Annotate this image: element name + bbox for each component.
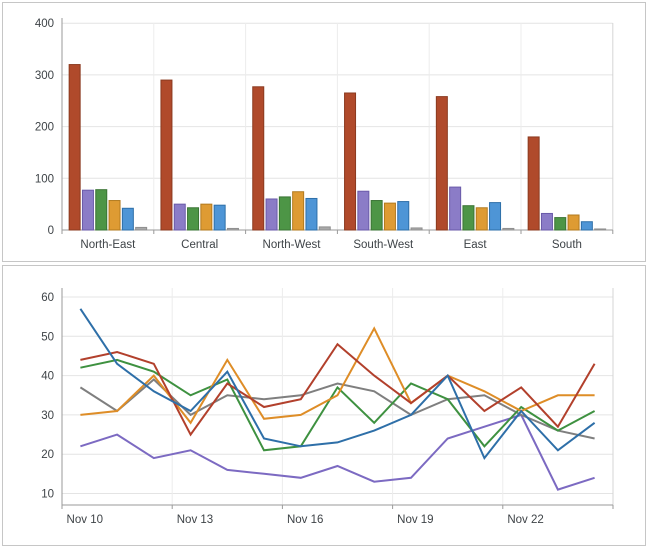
bar-series-gray-South[interactable] <box>594 228 607 231</box>
x-tick-label: Nov 16 <box>287 514 323 526</box>
bar-series-gray-Central[interactable] <box>226 227 239 231</box>
bar-series-green-South-West[interactable] <box>370 200 383 231</box>
y-tick-label: 50 <box>41 331 54 343</box>
bar-series-blue-Central[interactable] <box>213 204 226 231</box>
bar-series-purple-East[interactable] <box>449 186 462 231</box>
x-tick-label: Nov 19 <box>397 514 433 526</box>
bar-series-orange-East[interactable] <box>475 207 488 231</box>
bar-series-red-East[interactable] <box>435 96 448 231</box>
bar-series-blue-North-East[interactable] <box>121 207 134 231</box>
bar-series-gray-North-West[interactable] <box>318 226 331 231</box>
line-chart-svg: 10 20 30 40 50 60 Nov 10 Nov 13 Nov 16 Nov 19 Nov … <box>41 288 614 526</box>
bar-series-green-South[interactable] <box>554 217 567 231</box>
category-label: Central <box>181 239 218 251</box>
bar-series-red-North-West[interactable] <box>252 86 265 231</box>
y-tick-label: 100 <box>35 173 54 185</box>
bar-series-blue-North-West[interactable] <box>305 197 318 231</box>
x-tick-label: Nov 10 <box>67 514 103 526</box>
y-tick-label: 10 <box>41 489 54 501</box>
y-tick-label: 60 <box>41 292 54 304</box>
x-tick-label: Nov 22 <box>507 514 543 526</box>
bar-chart-svg: 0 100 200 300 400 North-East Central North-West… <box>35 18 614 251</box>
line-series-purple[interactable] <box>80 413 595 491</box>
x-tick-label: Nov 13 <box>177 514 213 526</box>
line-series-green[interactable] <box>80 358 596 452</box>
bar-series-gray-East[interactable] <box>502 227 515 231</box>
category-label: North-East <box>80 239 136 251</box>
bar-series-blue-South-West[interactable] <box>397 201 410 231</box>
bar-series-gray-North-East[interactable] <box>135 226 148 231</box>
y-tick-label: 200 <box>35 122 54 134</box>
bar-series-blue-East[interactable] <box>489 202 502 231</box>
line-chart-panel: 10 20 30 40 50 60 Nov 10 Nov 13 Nov 16 Nov 19 Nov … <box>2 265 646 546</box>
bar-series-green-North-East[interactable] <box>95 189 108 231</box>
y-tick-label: 0 <box>48 225 54 237</box>
bar-chart-panel: 0 100 200 300 400 North-East Central North-West… <box>2 2 646 262</box>
bar-series-orange-North-West[interactable] <box>292 191 305 231</box>
line-series-orange[interactable] <box>80 326 595 425</box>
bar-series-red-South-West[interactable] <box>344 92 357 231</box>
category-label: East <box>464 239 488 251</box>
bar-series-red-Central[interactable] <box>160 79 173 231</box>
line-series-red[interactable] <box>80 342 596 437</box>
bar-series-green-Central[interactable] <box>187 207 200 231</box>
y-tick-label: 20 <box>41 449 54 461</box>
category-label: North-West <box>263 239 322 251</box>
category-label: South-West <box>353 239 414 251</box>
bar-series-purple-North-East[interactable] <box>81 189 94 231</box>
y-tick-label: 300 <box>35 70 54 82</box>
bar-series-red-North-East[interactable] <box>68 64 81 231</box>
y-tick-label: 400 <box>35 18 54 30</box>
bar-series-orange-South[interactable] <box>567 214 580 231</box>
bar-series-purple-North-West[interactable] <box>265 198 278 231</box>
line-series-blue[interactable] <box>79 308 596 461</box>
bar-series-orange-South-West[interactable] <box>383 202 396 231</box>
y-tick-label: 40 <box>41 371 54 383</box>
bar-series-purple-Central[interactable] <box>173 203 186 231</box>
bar-series-blue-South[interactable] <box>580 221 593 231</box>
y-tick-label: 30 <box>41 410 54 422</box>
bar-series-orange-Central[interactable] <box>200 203 213 231</box>
bar-series-purple-South[interactable] <box>540 212 553 231</box>
bar-series-green-East[interactable] <box>462 205 475 231</box>
bar-series-purple-South-West[interactable] <box>357 190 370 231</box>
bar-series-red-South[interactable] <box>527 136 540 231</box>
bar-series-orange-North-East[interactable] <box>108 200 121 231</box>
bar-series-gray-South-West[interactable] <box>410 227 423 231</box>
bar-series-green-North-West[interactable] <box>278 196 291 231</box>
category-label: South <box>552 239 582 251</box>
